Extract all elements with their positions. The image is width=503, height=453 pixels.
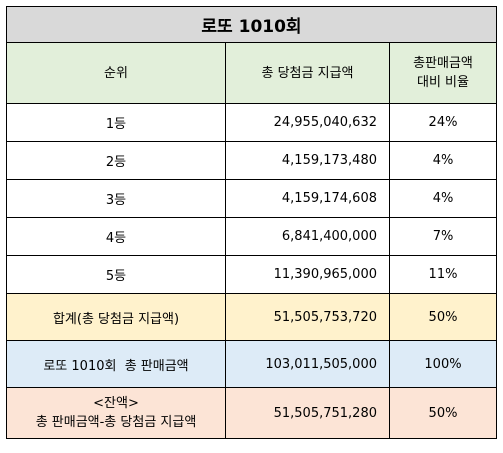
- table-row: 2등 4,159,173,480 4%: [6, 141, 497, 180]
- remain-amount: 51,505,751,280: [225, 387, 390, 439]
- remain-label: <잔액> 총 판매금액-총 당첨금 지급액: [6, 387, 226, 439]
- header-row: 순위 총 당첨금 지급액 총판매금액 대비 비율: [6, 42, 497, 104]
- rank-cell: 3등: [6, 179, 226, 218]
- ratio-cell: 11%: [389, 255, 497, 294]
- total-ratio: 50%: [389, 293, 497, 341]
- rank-cell: 4등: [6, 217, 226, 256]
- rank-cell: 1등: [6, 103, 226, 142]
- ratio-cell: 7%: [389, 217, 497, 256]
- ratio-cell: 4%: [389, 179, 497, 218]
- remain-row: <잔액> 총 판매금액-총 당첨금 지급액 51,505,751,280 50%: [6, 387, 497, 439]
- sales-row: 로또 1010회 총 판매금액 103,011,505,000 100%: [6, 340, 497, 388]
- table-row: 3등 4,159,174,608 4%: [6, 179, 497, 218]
- rank-cell: 5등: [6, 255, 226, 294]
- header-total-prize: 총 당첨금 지급액: [225, 42, 390, 104]
- header-ratio-line2: 대비 비율: [417, 75, 469, 90]
- ratio-cell: 4%: [389, 141, 497, 180]
- lotto-prize-table: 로또 1010회 순위 총 당첨금 지급액 총판매금액 대비 비율 1등 24,…: [6, 6, 497, 439]
- sales-ratio: 100%: [389, 340, 497, 388]
- ratio-cell: 24%: [389, 103, 497, 142]
- amount-cell: 6,841,400,000: [225, 217, 390, 256]
- sales-amount: 103,011,505,000: [225, 340, 390, 388]
- header-rank: 순위: [6, 42, 226, 104]
- sales-label: 로또 1010회 총 판매금액: [6, 340, 226, 388]
- total-row: 합계(총 당첨금 지급액) 51,505,753,720 50%: [6, 293, 497, 341]
- title-row: 로또 1010회: [6, 6, 497, 43]
- header-ratio-line1: 총판매금액: [413, 56, 473, 71]
- total-amount: 51,505,753,720: [225, 293, 390, 341]
- remain-label-line1: <잔액>: [93, 396, 139, 411]
- table-row: 5등 11,390,965,000 11%: [6, 255, 497, 294]
- table-title: 로또 1010회: [6, 6, 497, 43]
- remain-label-line2: 총 판매금액-총 당첨금 지급액: [35, 415, 197, 430]
- amount-cell: 4,159,174,608: [225, 179, 390, 218]
- amount-cell: 11,390,965,000: [225, 255, 390, 294]
- total-label: 합계(총 당첨금 지급액): [6, 293, 226, 341]
- rank-cell: 2등: [6, 141, 226, 180]
- remain-ratio: 50%: [389, 387, 497, 439]
- header-ratio: 총판매금액 대비 비율: [389, 42, 497, 104]
- amount-cell: 4,159,173,480: [225, 141, 390, 180]
- lotto-table-container: 로또 1010회 순위 총 당첨금 지급액 총판매금액 대비 비율 1등 24,…: [6, 6, 497, 439]
- table-row: 1등 24,955,040,632 24%: [6, 103, 497, 142]
- table-row: 4등 6,841,400,000 7%: [6, 217, 497, 256]
- amount-cell: 24,955,040,632: [225, 103, 390, 142]
